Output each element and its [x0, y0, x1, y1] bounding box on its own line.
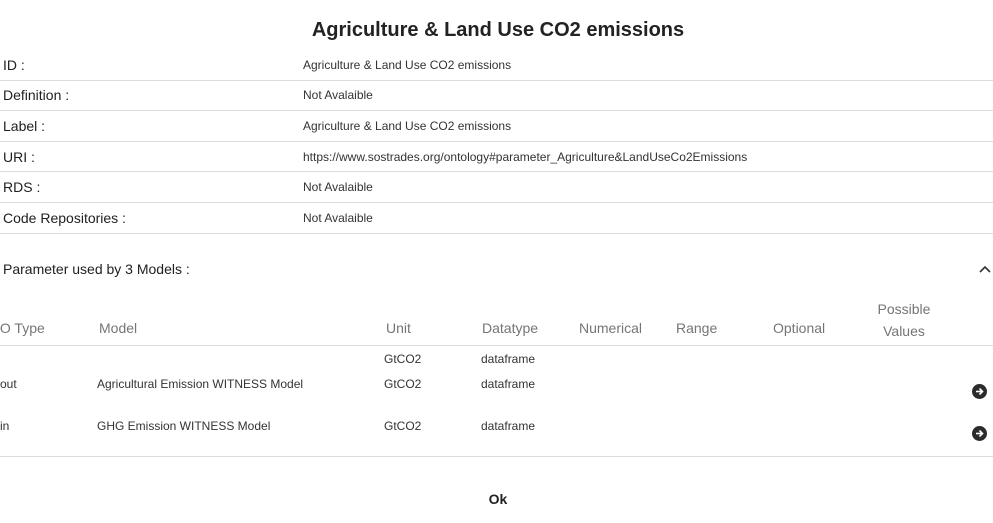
cell-io-type: in	[0, 419, 10, 433]
info-value: Not Avalaible	[303, 180, 373, 195]
info-value: Not Avalaible	[303, 88, 373, 103]
table-row: GtCO2 dataframe	[0, 346, 993, 370]
table-row: in GHG Emission WITNESS Model GtCO2 data…	[0, 414, 993, 456]
parameter-info-table: ID : Agriculture & Land Use CO2 emission…	[0, 50, 993, 234]
column-header-possible-line1: Possible	[877, 301, 931, 317]
info-row-uri: URI : https://www.sostrades.org/ontology…	[0, 142, 993, 173]
table-header-row: IO Type Model Unit Datatype Numerical Ra…	[0, 290, 993, 346]
chevron-up-icon[interactable]	[978, 262, 992, 276]
cell-unit: GtCO2	[384, 419, 422, 433]
column-header-model: Model	[99, 320, 138, 336]
arrow-right-icon	[976, 387, 984, 396]
info-row-id: ID : Agriculture & Land Use CO2 emission…	[0, 50, 993, 81]
info-label: URI :	[3, 148, 35, 165]
info-row-definition: Definition : Not Avalaible	[0, 81, 993, 112]
cell-io-type: out	[0, 377, 17, 391]
column-header-datatype: Datatype	[482, 320, 539, 336]
column-header-possible-values: Possible Values	[874, 298, 934, 342]
cell-unit: GtCO2	[384, 377, 422, 391]
info-value: Agriculture & Land Use CO2 emissions	[303, 118, 512, 133]
table-bottom-divider	[0, 456, 993, 457]
info-label: Label :	[3, 117, 46, 134]
open-model-button[interactable]	[972, 426, 987, 441]
info-label: Definition :	[3, 87, 70, 104]
info-row-label: Label : Agriculture & Land Use CO2 emiss…	[0, 111, 993, 142]
arrow-right-icon	[976, 429, 984, 438]
models-expansion-header[interactable]: Parameter used by 3 Models :	[0, 255, 993, 283]
info-row-code-repositories: Code Repositories : Not Avalaible	[0, 203, 993, 234]
cell-datatype: dataframe	[481, 377, 536, 391]
info-label: ID :	[3, 56, 25, 73]
models-section-title: Parameter used by 3 Models :	[3, 261, 190, 277]
column-header-io-type: IO Type	[0, 320, 45, 336]
cell-datatype: dataframe	[481, 352, 536, 366]
column-header-unit: Unit	[386, 320, 411, 336]
info-row-rds: RDS : Not Avalaible	[0, 172, 993, 203]
ok-button[interactable]: Ok	[478, 485, 518, 513]
models-table: IO Type Model Unit Datatype Numerical Ra…	[0, 290, 993, 456]
table-row: out Agricultural Emission WITNESS Model …	[0, 370, 993, 414]
column-header-optional: Optional	[773, 320, 826, 336]
column-header-range: Range	[676, 320, 718, 336]
info-label: RDS :	[3, 179, 41, 196]
open-model-button[interactable]	[972, 384, 987, 399]
column-header-possible-line2: Values	[883, 323, 925, 339]
dialog-title: Agriculture & Land Use CO2 emissions	[311, 19, 685, 41]
info-label: Code Repositories :	[3, 209, 126, 226]
column-header-numerical: Numerical	[579, 320, 643, 336]
cell-unit: GtCO2	[384, 352, 422, 366]
cell-model: Agricultural Emission WITNESS Model	[97, 377, 304, 391]
cell-datatype: dataframe	[481, 419, 536, 433]
info-value: Agriculture & Land Use CO2 emissions	[303, 57, 512, 72]
cell-model: GHG Emission WITNESS Model	[97, 419, 271, 433]
info-value-uri: https://www.sostrades.org/ontology#param…	[303, 149, 748, 164]
info-value: Not Avalaible	[303, 210, 373, 225]
